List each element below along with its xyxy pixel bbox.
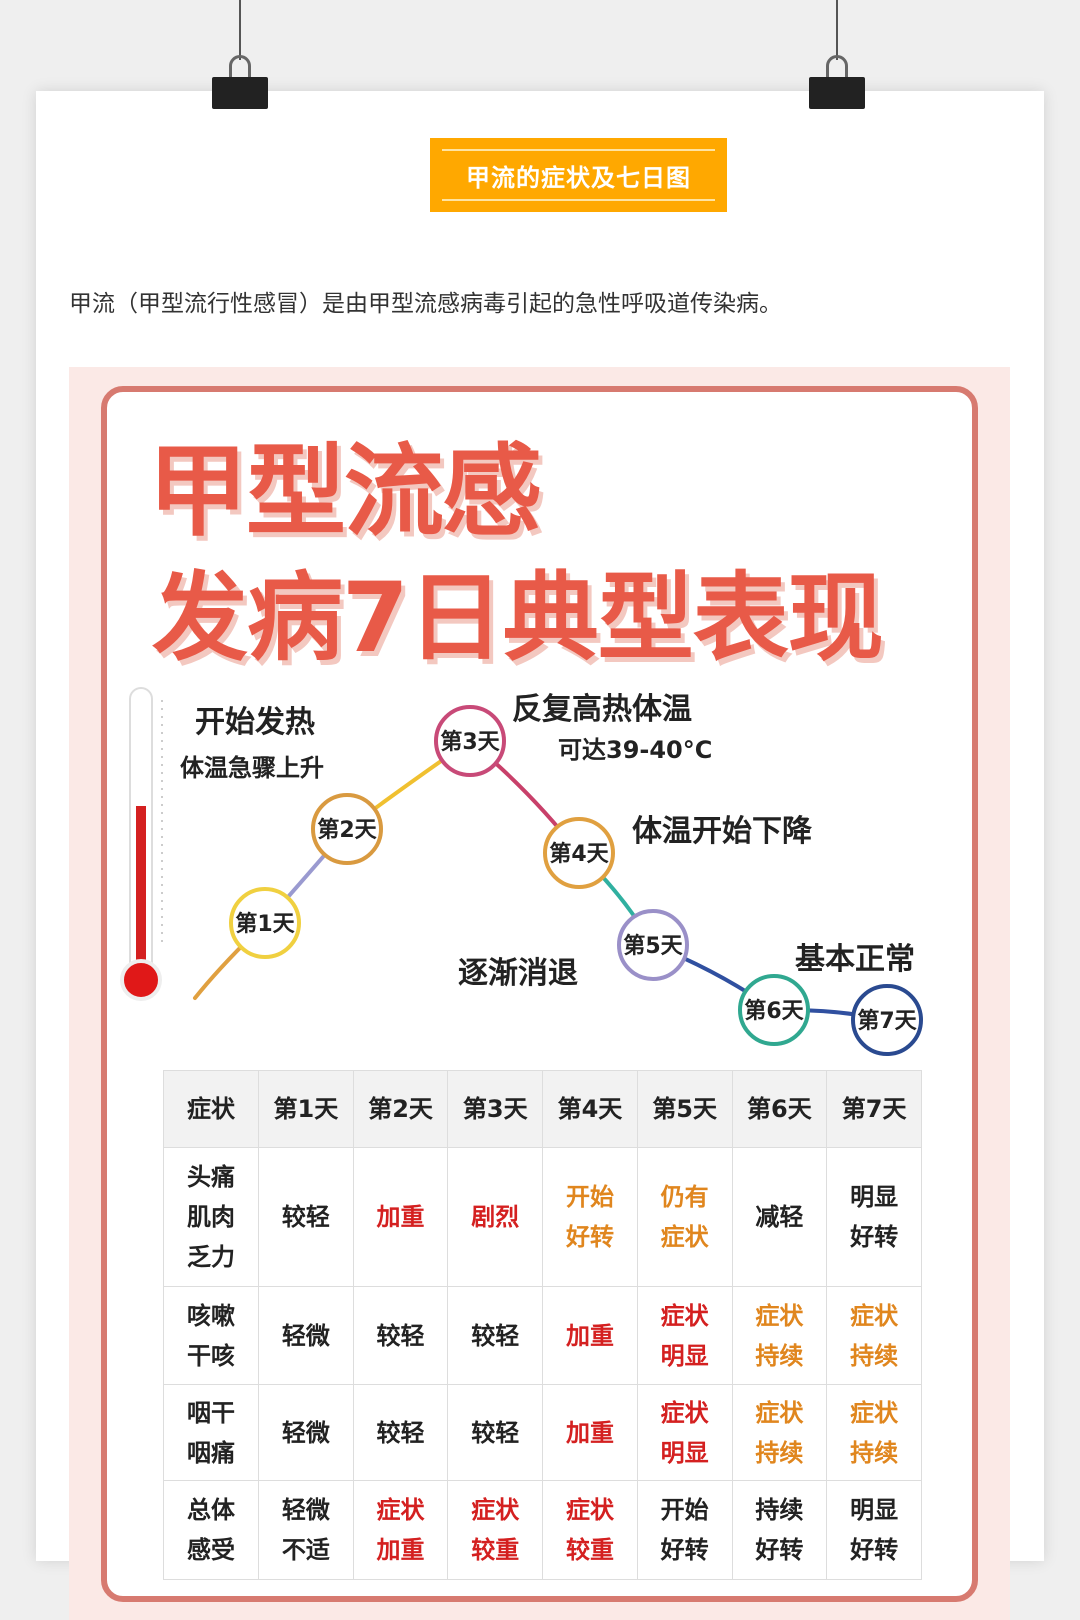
severity-cell: 症状 明显 (636, 1286, 733, 1385)
severity-cell: 较轻 (447, 1384, 544, 1481)
severity-cell: 剧烈 (447, 1147, 544, 1287)
day-label: 第5天 (623, 933, 683, 959)
day-node: 第5天 (617, 909, 689, 981)
severity-cell: 减轻 (731, 1147, 828, 1287)
day-circle (543, 817, 615, 889)
symptom-table: 症状 第1天 第2天 第3天 第4天 第5天 第6天 第7天 头痛 肌肉 乏力 较轻 加重 剧烈 开始… (163, 1070, 922, 1580)
day-label: 第1天 (235, 911, 295, 937)
day-node: 第7天 (851, 984, 923, 1056)
intro-text: 甲流（甲型流行性感冒）是由甲型流感病毒引起的急性呼吸道传染病。 (69, 291, 782, 317)
severity-cell: 症状 明显 (636, 1384, 733, 1481)
day-node: 第4天 (543, 817, 615, 889)
severity-cell: 较轻 (258, 1147, 354, 1287)
severity-cell: 开始 好转 (636, 1480, 733, 1580)
table-header-row: 症状 第1天 第2天 第3天 第4天 第5天 第6天 第7天 (163, 1070, 922, 1148)
day-node: 第6天 (738, 974, 810, 1046)
severity-cell: 症状 持续 (731, 1384, 828, 1481)
day-label: 第4天 (549, 841, 609, 867)
severity-cell: 明显 好转 (826, 1147, 922, 1287)
section-title: 甲流的症状及七日图 (430, 138, 727, 212)
annotation-fever-start: 开始发热 (195, 705, 315, 740)
table-row: 咳嗽 干咳 轻微 较轻 较轻 加重 症状 明显 症状 持续 症状 持续 (163, 1286, 922, 1385)
severity-cell: 仍有 症状 (636, 1147, 733, 1287)
annotation-temp-drop: 体温开始下降 (632, 814, 812, 849)
severity-cell: 症状 较重 (447, 1480, 544, 1580)
day-label: 第6天 (744, 998, 804, 1024)
symptom-cell: 咽干 咽痛 (163, 1384, 259, 1481)
day-label: 第2天 (317, 817, 377, 843)
column-header: 第7天 (826, 1070, 922, 1148)
annotation-fever-rise: 体温急骤上升 (180, 754, 324, 782)
symptom-cell: 咳嗽 干咳 (163, 1286, 259, 1385)
day-circle (229, 887, 301, 959)
severity-cell: 持续 好转 (731, 1480, 828, 1580)
severity-cell: 症状 持续 (826, 1286, 922, 1385)
symptom-cell: 头痛 肌肉 乏力 (163, 1147, 259, 1287)
annotation-fading: 逐渐消退 (458, 956, 578, 991)
severity-cell: 明显 好转 (826, 1480, 922, 1580)
severity-cell: 较轻 (352, 1286, 449, 1385)
severity-cell: 加重 (352, 1147, 449, 1287)
annotation-high-fever-temp: 可达39-40°C (558, 736, 713, 764)
column-header: 第4天 (542, 1070, 638, 1148)
column-header: 第2天 (352, 1070, 449, 1148)
annotation-normal: 基本正常 (795, 942, 915, 977)
day-node: 第1天 (229, 887, 301, 959)
poster-title-line2: 发病7日典型表现 (152, 562, 884, 674)
column-header: 第1天 (258, 1070, 354, 1148)
day-label: 第3天 (440, 729, 500, 755)
severity-cell: 加重 (542, 1384, 638, 1481)
severity-cell: 开始 好转 (542, 1147, 638, 1287)
day-circle (851, 984, 923, 1056)
column-header: 症状 (163, 1070, 259, 1148)
table-row: 头痛 肌肉 乏力 较轻 加重 剧烈 开始 好转 仍有 症状 减轻 明显 好转 (163, 1147, 922, 1287)
day-circle (311, 793, 383, 865)
day-circle (738, 974, 810, 1046)
day-node: 第3天 (434, 705, 506, 777)
day-node: 第2天 (311, 793, 383, 865)
severity-cell: 症状 加重 (352, 1480, 449, 1580)
column-header: 第5天 (636, 1070, 733, 1148)
severity-cell: 轻微 (258, 1384, 354, 1481)
severity-cell: 症状 持续 (826, 1384, 922, 1481)
symptom-cell: 总体 感受 (163, 1480, 259, 1580)
poster-title-line1: 甲型流感 (148, 433, 542, 550)
severity-cell: 症状 持续 (731, 1286, 828, 1385)
thermometer-icon (120, 687, 163, 1001)
column-header: 第6天 (731, 1070, 828, 1148)
severity-cell: 轻微 不适 (258, 1480, 354, 1580)
day-label: 第7天 (857, 1008, 917, 1034)
day-circle (434, 705, 506, 777)
severity-cell: 加重 (542, 1286, 638, 1385)
severity-cell: 轻微 (258, 1286, 354, 1385)
annotation-high-fever: 反复高热体温 (512, 692, 692, 727)
severity-cell: 较轻 (447, 1286, 544, 1385)
severity-cell: 较轻 (352, 1384, 449, 1481)
day-circle (617, 909, 689, 981)
table-row: 总体 感受 轻微 不适 症状 加重 症状 较重 症状 较重 开始 好转 持续 好转 明显 好转 (163, 1480, 922, 1580)
table-row: 咽干 咽痛 轻微 较轻 较轻 加重 症状 明显 症状 持续 症状 持续 (163, 1384, 922, 1481)
column-header: 第3天 (447, 1070, 544, 1148)
severity-cell: 症状 较重 (542, 1480, 638, 1580)
